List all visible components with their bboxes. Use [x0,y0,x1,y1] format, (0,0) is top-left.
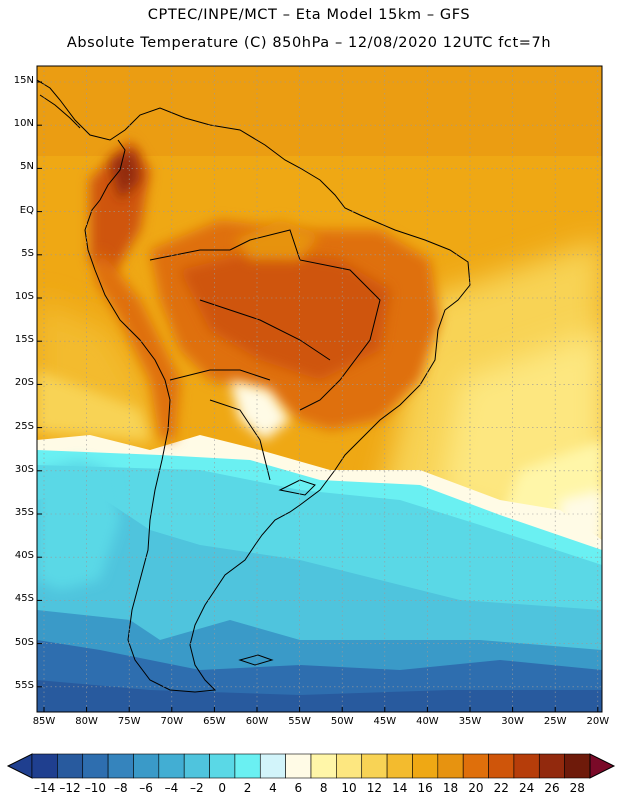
colorbar-swatch [285,753,312,779]
lat-label: 15S [14,334,34,346]
coastline [37,79,471,693]
colorbar-label: 20 [468,781,484,795]
colorbar-swatch [209,753,236,779]
colorbar-swatch [462,753,489,779]
colorbar-swatch [538,753,565,779]
lon-label: 20W [586,716,610,727]
lon-label: 60W [245,716,269,727]
colorbar-label: 0 [218,781,227,795]
map-title: CPTEC/INPE/MCT – Eta Model 15km – GFS [147,7,471,23]
colorbar-swatch [336,753,363,779]
colorbar-label: 16 [417,781,433,795]
colorbar-label: –14 [34,781,56,795]
axis-ticks [37,81,599,712]
lon-label: 40W [416,716,439,727]
lon-label: 35W [458,716,482,727]
lat-label: 45S [14,593,34,605]
colorbar-label: 14 [392,781,408,795]
lat-label: 50S [14,636,34,648]
colorbar-label: –4 [164,781,179,795]
lat-label: 5N [20,161,34,173]
lon-label: 75W [117,716,141,727]
lon-label: 25W [543,716,567,727]
colorbar-label: 28 [569,781,585,795]
lon-label: 50W [330,716,354,727]
colorbar-swatch [564,753,591,779]
lat-label: 5S [21,247,34,259]
lon-label: 80W [75,716,98,727]
colorbar-swatch [57,753,84,779]
colorbar-swatch [361,753,388,779]
lat-label: 25S [14,420,34,432]
colorbar-swatch [412,753,439,779]
lon-label: 55W [288,716,311,727]
colorbar-label: –2 [190,781,204,795]
colorbar-label: –8 [113,781,128,795]
colorbar-label: –10 [84,781,107,795]
colorbar-swatch [513,753,540,779]
colorbar-label: 10 [341,781,357,795]
map-subtitle: Absolute Temperature (C) 850hPa – 12/08/… [66,35,552,51]
lon-label: 70W [160,716,184,727]
lon-label: 45W [373,716,397,727]
lat-label: EQ [19,204,34,216]
lat-label: 10S [14,291,34,302]
colorbar-under-arrow [6,753,33,779]
colorbar-swatch [488,753,515,779]
colorbar-swatch [183,753,210,779]
colorbar-swatch [437,753,464,779]
lat-label: 40S [14,550,34,562]
colorbar-label: 6 [294,781,303,795]
map-frame [36,65,603,713]
colorbar-label: –6 [139,781,153,795]
colorbar-over-arrow [589,753,616,779]
colorbar-swatch [234,753,261,779]
lat-label: 20S [14,377,34,389]
colorbar-label: 8 [319,781,328,795]
colorbar-swatch [82,753,109,779]
lat-label: 10N [13,118,34,130]
colorbar-label: 4 [269,781,277,795]
lat-label: 15N [13,75,34,86]
colorbar-label: 2 [243,781,252,795]
temperature-field [37,66,602,712]
colorbar-swatch [158,753,185,779]
lat-label: 30S [14,463,34,475]
lon-label: 30W [501,716,524,727]
colorbar-swatch [107,753,134,779]
colorbar-label: –12 [59,781,81,795]
colorbar-label: 26 [544,781,560,795]
lat-label: 35S [14,507,34,518]
colorbar-label: 12 [366,781,383,795]
colorbar-swatch [386,753,413,779]
colorbar-label: 18 [442,781,459,795]
colorbar-label: 24 [518,781,535,795]
lon-label: 65W [203,716,226,727]
colorbar-swatch [133,753,160,779]
colorbar-swatch [310,753,337,779]
colorbar-swatch [259,753,286,779]
lon-label: 85W [32,716,56,727]
colorbar-swatch [31,753,58,779]
colorbar [6,753,616,779]
lat-label: 55S [14,679,34,691]
colorbar-label: 22 [493,781,509,795]
